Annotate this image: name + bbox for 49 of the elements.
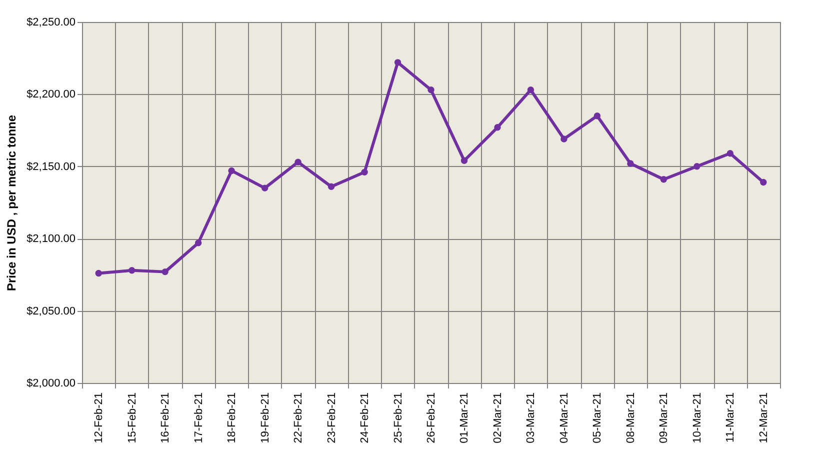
x-tick-label: 19-Feb-21 [259,392,272,444]
point [95,270,102,277]
point [627,160,634,167]
point [460,157,468,164]
x-tick-label: 04-Mar-21 [558,392,570,444]
x-tick-label: 01-Mar-21 [458,392,471,444]
point [660,176,668,183]
x-tick-label: 18-Feb-21 [226,392,238,444]
point [560,136,568,142]
point [261,184,268,192]
point [394,59,402,66]
x-tick-label: 11-Mar-21 [724,392,737,442]
x-tick-label: 22-Feb-21 [292,392,305,444]
x-tick-label: 23-Feb-21 [326,392,338,444]
y-tick-label: $2,250.00 [26,16,76,28]
x-tick-label: 17-Feb-21 [192,392,205,444]
point [494,124,501,131]
x-tick-label: 15-Feb-21 [126,392,138,444]
x-tick-label: 16-Feb-21 [160,392,172,444]
y-axis-title: Price in USD , per metric tonne [4,114,19,292]
point [594,112,601,120]
point [162,268,168,276]
y-tick-label: $2,150.00 [26,160,76,173]
x-tick-label: 10-Mar-21 [691,392,704,444]
point [328,183,335,190]
point [726,150,734,157]
x-tick-label: 08-Mar-21 [624,392,637,444]
point [128,267,136,274]
y-tick-label: $2,100.00 [26,233,76,246]
x-tick-label: 25-Feb-21 [392,392,404,444]
x-tick-label: 12-Feb-21 [93,392,106,444]
point [428,86,434,94]
x-tick-label: 26-Feb-21 [426,392,438,444]
x-tick-label: 05-Mar-21 [592,392,604,444]
y-tick-label: $2,050.00 [26,305,76,318]
point [294,158,302,166]
point [228,167,235,174]
point [694,163,700,170]
point [760,178,767,186]
x-tick-label: 12-Mar-21 [758,392,770,444]
y-tick-label: $2,200.00 [26,88,76,101]
x-tick-label: 03-Mar-21 [525,392,538,444]
point [527,86,534,94]
y-tick-label: $2,000.00 [26,378,76,390]
x-tick-label: 24-Feb-21 [359,392,372,444]
x-tick-label: 02-Mar-21 [492,392,504,444]
point [194,240,202,246]
point [361,168,368,176]
x-tick-label: 09-Mar-21 [658,392,670,444]
